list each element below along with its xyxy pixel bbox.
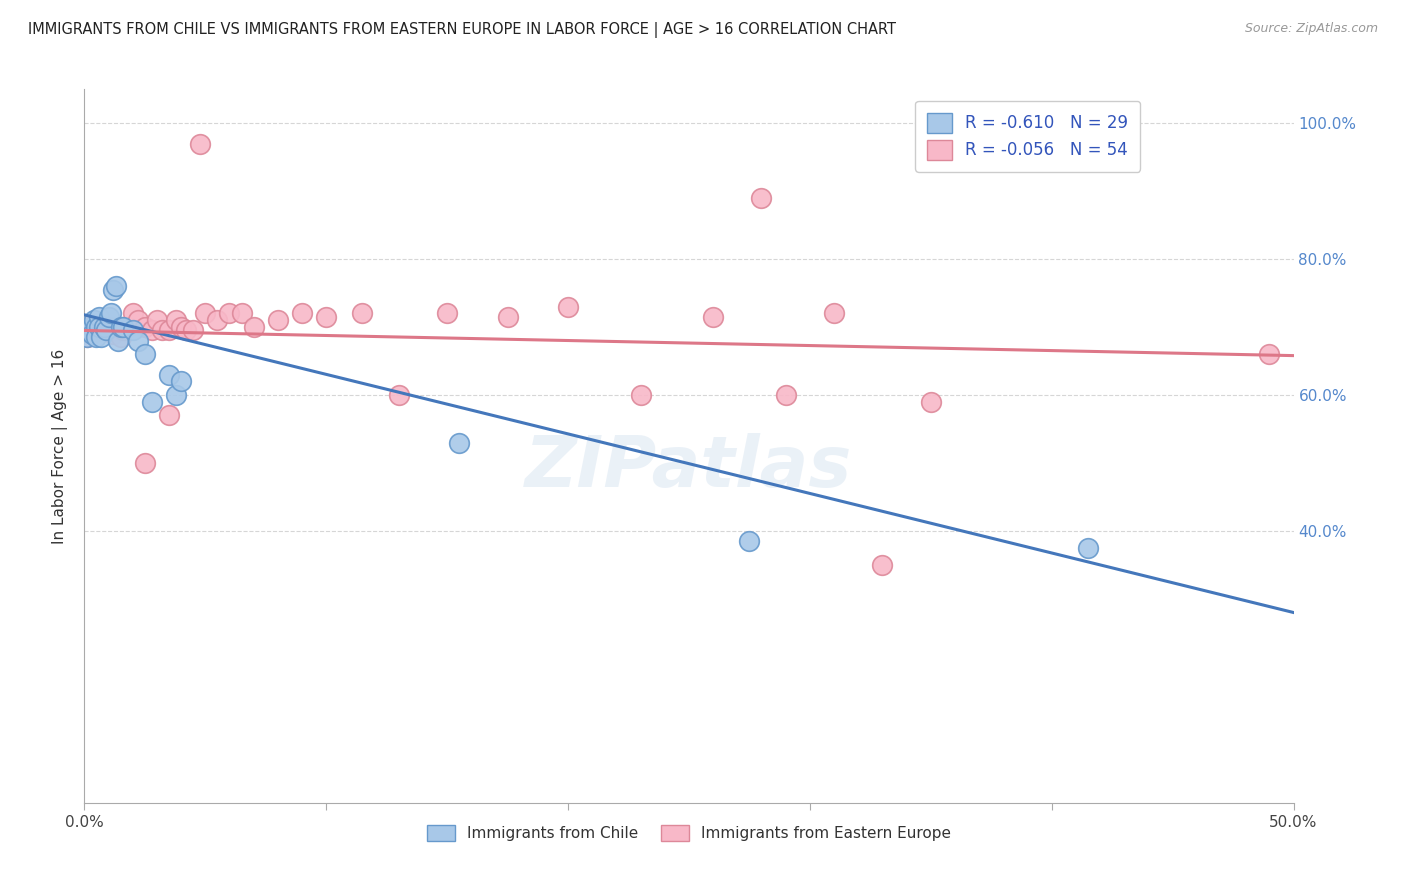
Point bbox=[291, 306, 314, 320]
Point bbox=[110, 320, 132, 334]
Point bbox=[157, 368, 180, 382]
Y-axis label: In Labor Force | Age > 16: In Labor Force | Age > 16 bbox=[52, 349, 69, 543]
Point bbox=[83, 313, 105, 327]
Point bbox=[87, 320, 110, 334]
Point bbox=[127, 334, 149, 348]
Text: IMMIGRANTS FROM CHILE VS IMMIGRANTS FROM EASTERN EUROPE IN LABOR FORCE | AGE > 1: IMMIGRANTS FROM CHILE VS IMMIGRANTS FROM… bbox=[28, 22, 896, 38]
Point bbox=[436, 306, 458, 320]
Point bbox=[93, 323, 115, 337]
Point bbox=[157, 323, 180, 337]
Point bbox=[557, 300, 579, 314]
Text: Source: ZipAtlas.com: Source: ZipAtlas.com bbox=[1244, 22, 1378, 36]
Point bbox=[630, 388, 652, 402]
Point bbox=[872, 558, 894, 572]
Point bbox=[352, 306, 374, 320]
Point bbox=[86, 330, 108, 344]
Point bbox=[141, 394, 163, 409]
Point bbox=[104, 323, 127, 337]
Point bbox=[823, 306, 845, 320]
Point bbox=[141, 323, 163, 337]
Point bbox=[97, 323, 120, 337]
Point bbox=[920, 394, 942, 409]
Point bbox=[93, 320, 115, 334]
Point bbox=[127, 313, 149, 327]
Point bbox=[165, 388, 187, 402]
Point bbox=[121, 306, 143, 320]
Point bbox=[94, 323, 117, 337]
Point bbox=[112, 323, 135, 337]
Text: ZIPatlas: ZIPatlas bbox=[526, 433, 852, 502]
Point bbox=[702, 310, 724, 324]
Point bbox=[218, 306, 240, 320]
Point bbox=[134, 456, 156, 470]
Point bbox=[90, 330, 112, 344]
Point bbox=[100, 320, 122, 334]
Point bbox=[94, 320, 117, 334]
Point bbox=[103, 283, 125, 297]
Point bbox=[121, 323, 143, 337]
Point bbox=[77, 320, 100, 334]
Point bbox=[107, 334, 129, 348]
Point bbox=[104, 279, 127, 293]
Point bbox=[242, 320, 264, 334]
Point bbox=[496, 310, 519, 324]
Point bbox=[83, 320, 105, 334]
Point bbox=[150, 323, 173, 337]
Point bbox=[190, 136, 212, 151]
Point bbox=[181, 323, 204, 337]
Point bbox=[87, 310, 110, 324]
Point bbox=[87, 323, 110, 337]
Point bbox=[146, 313, 169, 327]
Point bbox=[86, 323, 108, 337]
Point bbox=[100, 306, 122, 320]
Point bbox=[107, 323, 129, 337]
Point bbox=[267, 313, 290, 327]
Point bbox=[157, 409, 180, 423]
Point bbox=[315, 310, 337, 324]
Point bbox=[76, 330, 98, 344]
Point bbox=[231, 306, 253, 320]
Point bbox=[90, 320, 112, 334]
Point bbox=[90, 323, 112, 337]
Point bbox=[112, 320, 135, 334]
Point bbox=[110, 330, 132, 344]
Point bbox=[174, 323, 197, 337]
Point bbox=[134, 347, 156, 361]
Point bbox=[86, 320, 108, 334]
Point bbox=[134, 320, 156, 334]
Point bbox=[1258, 347, 1281, 361]
Point bbox=[170, 320, 193, 334]
Point bbox=[207, 313, 229, 327]
Point bbox=[775, 388, 797, 402]
Point bbox=[77, 323, 100, 337]
Point bbox=[170, 375, 193, 389]
Point bbox=[114, 320, 136, 334]
Point bbox=[194, 306, 217, 320]
Point bbox=[738, 534, 761, 549]
Point bbox=[751, 191, 773, 205]
Point bbox=[388, 388, 411, 402]
Point bbox=[97, 310, 120, 324]
Legend: Immigrants from Chile, Immigrants from Eastern Europe: Immigrants from Chile, Immigrants from E… bbox=[419, 817, 959, 848]
Point bbox=[449, 435, 471, 450]
Point bbox=[80, 320, 103, 334]
Point bbox=[165, 313, 187, 327]
Point bbox=[103, 326, 125, 341]
Point bbox=[80, 323, 103, 337]
Point bbox=[1077, 541, 1099, 555]
Point bbox=[80, 326, 103, 341]
Point bbox=[117, 320, 139, 334]
Point bbox=[76, 330, 98, 344]
